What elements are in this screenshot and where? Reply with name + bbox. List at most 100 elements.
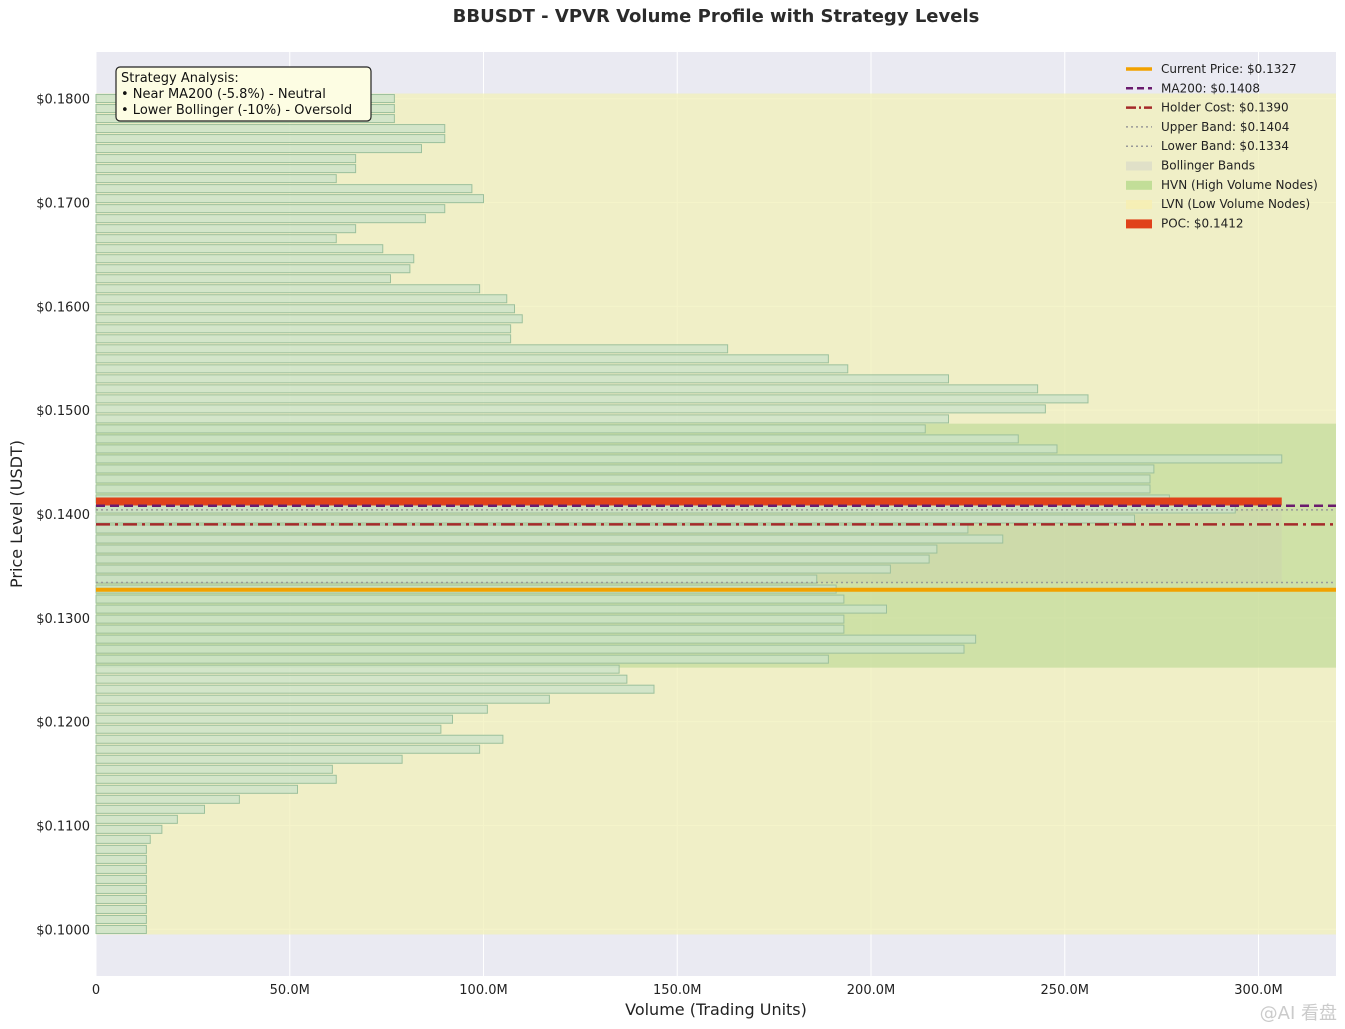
volume-bar <box>95 894 147 904</box>
volume-bar <box>95 374 949 384</box>
volume-bar <box>95 544 938 554</box>
volume-bar <box>95 624 845 634</box>
volume-bar <box>95 424 926 434</box>
y-axis-ticks: $0.1000 $0.1100 $0.1200 $0.1300 $0.1400 $0.15… <box>36 93 90 939</box>
volume-bar <box>95 174 337 184</box>
volume-bar <box>95 884 147 894</box>
legend-label-ma200: MA200: $0.1408 <box>1161 81 1260 95</box>
volume-bar <box>95 294 508 304</box>
volume-bar <box>95 564 891 574</box>
x-tick-label: 200.0M <box>847 983 895 998</box>
legend-label-poc: POC: $0.1412 <box>1161 216 1244 230</box>
volume-bar <box>95 414 949 424</box>
volume-bar <box>95 674 628 684</box>
strategy-annotation: Strategy Analysis:• Near MA200 (-5.8%) -… <box>115 66 372 122</box>
annotation-box <box>115 66 372 122</box>
volume-bar <box>95 364 849 374</box>
volume-bar <box>95 304 515 314</box>
annotation-line: Strategy Analysis: <box>121 71 239 86</box>
volume-bar <box>95 404 1046 414</box>
annotation-line: • Lower Bollinger (-10%) - Oversold <box>121 103 352 118</box>
volume-bar <box>95 274 391 284</box>
legend-label-lvn: LVN (Low Volume Nodes) <box>1161 197 1310 211</box>
volume-bar <box>95 744 481 754</box>
volume-bar <box>95 824 163 834</box>
volume-bar <box>95 644 965 654</box>
y-tick-label: $0.1700 <box>36 197 90 212</box>
volume-bar <box>95 164 357 174</box>
volume-bar <box>95 704 488 714</box>
volume-bar <box>95 434 1019 444</box>
y-tick-label: $0.1500 <box>36 404 90 419</box>
volume-bar <box>95 264 411 274</box>
volume-bar <box>95 554 930 564</box>
legend-label-lower: Lower Band: $0.1334 <box>1161 139 1289 153</box>
volume-bar <box>95 784 298 794</box>
volume-bar <box>95 214 426 224</box>
volume-bar <box>95 204 446 214</box>
volume-bar <box>95 714 453 724</box>
volume-bar <box>95 854 147 864</box>
volume-bar <box>95 604 887 614</box>
volume-bar <box>95 764 333 774</box>
watermark: @AI 看盘 <box>1259 1003 1337 1024</box>
volume-bar <box>95 314 523 324</box>
volume-bar <box>95 594 845 604</box>
volume-bar <box>95 384 1039 394</box>
volume-bar <box>95 664 620 674</box>
x-axis-label: Volume (Trading Units) <box>625 1000 807 1019</box>
volume-bar <box>95 464 1155 474</box>
volume-bar <box>95 814 178 824</box>
volume-bar <box>95 794 240 804</box>
volume-bar <box>95 834 151 844</box>
volume-bar <box>95 184 473 194</box>
volume-bar <box>95 804 205 814</box>
x-tick-label: 150.0M <box>653 983 701 998</box>
volume-bar <box>95 534 1004 544</box>
legend-swatch-hvn <box>1126 180 1152 190</box>
x-tick-label: 250.0M <box>1041 983 1089 998</box>
x-tick-label: 50.0M <box>270 983 310 998</box>
volume-bar <box>95 904 147 914</box>
volume-bar <box>95 324 512 334</box>
volume-bar <box>95 694 550 704</box>
chart-title: BBUSDT - VPVR Volume Profile with Strate… <box>452 6 980 27</box>
price-levels <box>96 497 1336 592</box>
volume-bar <box>95 444 1058 454</box>
x-tick-label: 300.0M <box>1234 983 1282 998</box>
y-tick-label: $0.1100 <box>36 819 90 834</box>
legend: Current Price: $0.1327 MA200: $0.1408 Hold… <box>1126 62 1318 230</box>
y-tick-label: $0.1800 <box>36 93 90 108</box>
volume-bar <box>95 144 422 154</box>
volume-bar <box>95 134 446 144</box>
volume-bar <box>95 864 147 874</box>
y-tick-label: $0.1300 <box>36 612 90 627</box>
volume-bar <box>95 334 512 344</box>
x-axis-ticks: 0 50.0M 100.0M 150.0M 200.0M 250.0M 300.0M <box>92 983 1283 998</box>
volume-bar <box>95 724 442 734</box>
volume-bar <box>95 254 415 264</box>
legend-label-upper: Upper Band: $0.1404 <box>1161 120 1289 134</box>
volume-bar <box>95 734 504 744</box>
volume-bar <box>95 224 357 234</box>
volume-bar <box>95 484 1151 494</box>
legend-label-bands: Bollinger Bands <box>1161 159 1255 173</box>
legend-label-holder: Holder Cost: $0.1390 <box>1161 101 1289 115</box>
volume-bar <box>95 514 1135 524</box>
volume-bar <box>95 124 446 134</box>
volume-bar <box>95 914 147 924</box>
volume-bar <box>95 234 337 244</box>
legend-label-hvn: HVN (High Volume Nodes) <box>1161 178 1318 192</box>
volume-bar <box>95 524 969 534</box>
x-tick-label: 0 <box>92 983 100 998</box>
volume-bar <box>95 774 337 784</box>
volume-bar <box>95 924 147 934</box>
legend-label-current: Current Price: $0.1327 <box>1161 62 1297 76</box>
volume-bar <box>95 474 1151 484</box>
volume-bar <box>95 344 729 354</box>
x-tick-label: 100.0M <box>459 983 507 998</box>
legend-swatch-lvn <box>1126 200 1152 210</box>
legend-swatch-bands <box>1126 161 1152 171</box>
volume-bar <box>95 844 147 854</box>
